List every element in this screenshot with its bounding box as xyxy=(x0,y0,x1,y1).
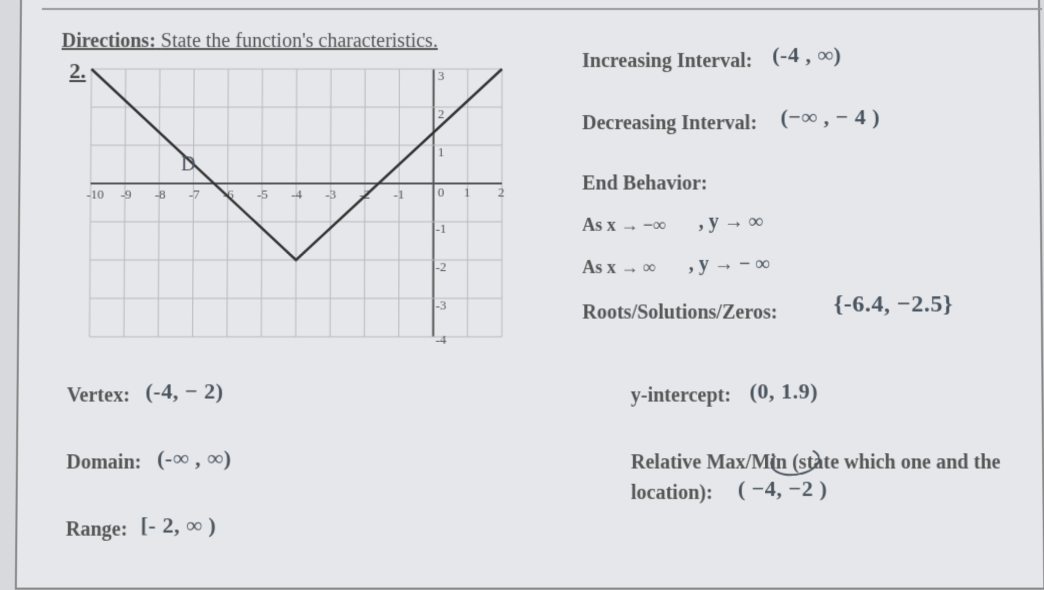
svg-text:1: 1 xyxy=(438,144,445,159)
svg-text:-3: -3 xyxy=(325,186,336,201)
vertex-value: (-4, − 2) xyxy=(145,378,223,404)
end-behavior-label: End Behavior: xyxy=(582,172,707,195)
axis-labels: -10 -9 -8 -7 -6 -5 -4 -3 -2 -1 0 1 2 3 2… xyxy=(85,68,504,344)
increasing-value: (-4 , ∞) xyxy=(772,42,841,68)
eb1-label: As x → −∞ xyxy=(582,215,666,236)
annotation-d: D xyxy=(181,153,196,175)
svg-text:-4: -4 xyxy=(435,332,446,344)
roots-value: {-6.4, −2.5} xyxy=(834,291,953,318)
svg-text:-1: -1 xyxy=(394,186,405,201)
svg-text:-10: -10 xyxy=(86,186,103,201)
roots-label: Roots/Solutions/Zeros: xyxy=(582,301,777,324)
svg-text:-1: -1 xyxy=(436,221,447,236)
svg-text:2: 2 xyxy=(498,184,505,199)
svg-text:0: 0 xyxy=(438,184,445,199)
eb2-value: , y → − ∞ xyxy=(689,253,770,276)
directions-text: State the function's characteristics. xyxy=(161,30,438,52)
increasing-label: Increasing Interval: xyxy=(582,50,752,73)
worksheet-page: Directions: State the function's charact… xyxy=(15,0,1044,590)
eb2-label: As x → ∞ xyxy=(582,257,656,278)
svg-text:-7: -7 xyxy=(189,186,200,201)
top-rule xyxy=(42,8,1042,10)
function-graph: -10 -9 -8 -7 -6 -5 -4 -3 -2 -1 0 1 2 3 2… xyxy=(79,62,512,344)
svg-text:-5: -5 xyxy=(257,186,268,201)
yint-label: y-intercept: xyxy=(631,384,731,407)
svg-text:-2: -2 xyxy=(436,259,447,274)
svg-text:-8: -8 xyxy=(155,186,166,201)
svg-text:2: 2 xyxy=(438,106,445,121)
svg-text:-9: -9 xyxy=(121,186,132,201)
domain-value: (-∞ , ∞) xyxy=(157,445,232,471)
yint-value: (0, 1.9) xyxy=(749,378,818,404)
decreasing-label: Decreasing Interval: xyxy=(582,112,757,135)
range-value: [- 2, ∞ ) xyxy=(140,512,216,538)
svg-text:-3: -3 xyxy=(436,297,447,312)
domain-label: Domain: xyxy=(66,451,141,474)
svg-text:-4: -4 xyxy=(291,186,302,201)
directions-label: Directions: xyxy=(62,30,156,52)
directions-line: Directions: State the function's charact… xyxy=(62,30,438,53)
relmax-label2: location): xyxy=(631,482,713,505)
vertex-label: Vertex: xyxy=(67,384,130,407)
range-label: Range: xyxy=(66,518,128,541)
svg-text:1: 1 xyxy=(464,184,471,199)
eb1-value: , y → ∞ xyxy=(699,211,764,234)
relmax-value: ( −4, −2 ) xyxy=(738,476,828,502)
svg-text:3: 3 xyxy=(438,68,445,83)
decreasing-value: (−∞ , − 4 ) xyxy=(780,104,880,130)
